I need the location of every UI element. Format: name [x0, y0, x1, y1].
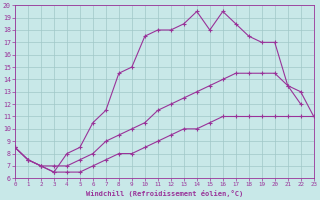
X-axis label: Windchill (Refroidissement éolien,°C): Windchill (Refroidissement éolien,°C)	[86, 190, 243, 197]
